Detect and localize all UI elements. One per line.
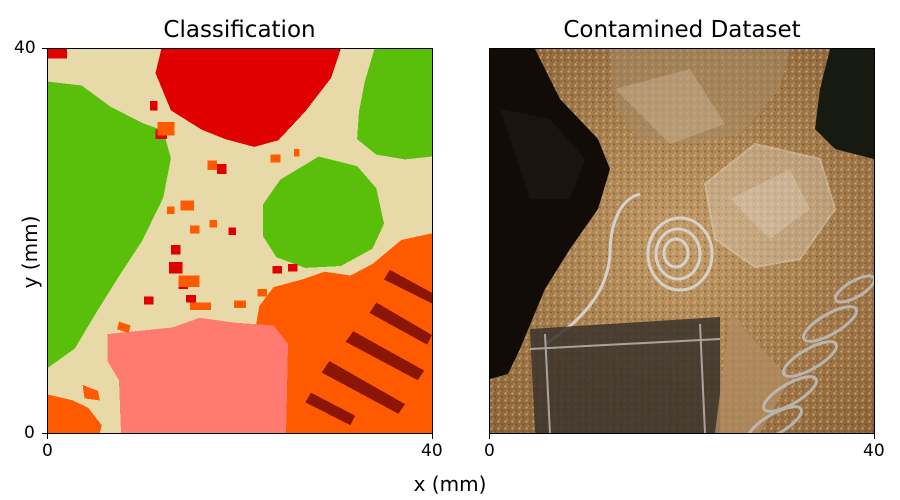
dataset-photo bbox=[490, 49, 874, 433]
class-region-33 bbox=[190, 302, 212, 311]
class-region-24 bbox=[288, 264, 298, 272]
class-region-36 bbox=[167, 206, 175, 215]
class-region-27 bbox=[207, 160, 217, 170]
class-region-5 bbox=[107, 317, 288, 433]
class-region-28 bbox=[270, 154, 281, 163]
class-region-1 bbox=[48, 81, 171, 368]
right-x-tick-label-right: 40 bbox=[863, 441, 885, 461]
metal-spring-coil bbox=[544, 192, 714, 346]
class-region-18 bbox=[170, 244, 181, 255]
y-tick-mark-top bbox=[42, 48, 47, 49]
class-region-14 bbox=[48, 49, 68, 59]
y-axis-label: y (mm) bbox=[18, 215, 42, 289]
right-x-tick-mark-left bbox=[489, 434, 490, 439]
class-region-13 bbox=[117, 321, 131, 334]
class-region-31 bbox=[190, 225, 200, 234]
class-region-32 bbox=[178, 275, 200, 288]
right-x-tick-mark-right bbox=[874, 434, 875, 439]
right-chart-title: Contamined Dataset bbox=[563, 17, 801, 43]
class-region-0 bbox=[155, 49, 341, 147]
x-tick-mark-left bbox=[47, 434, 48, 439]
class-region-25 bbox=[228, 227, 237, 236]
y-tick-label-top: 40 bbox=[14, 38, 36, 58]
glass-shard-center-right bbox=[703, 142, 837, 269]
class-region-9 bbox=[305, 392, 356, 426]
class-region-37 bbox=[209, 219, 217, 228]
left-chart-title: Classification bbox=[163, 17, 316, 43]
class-region-2 bbox=[357, 49, 432, 160]
class-region-35 bbox=[257, 289, 267, 297]
classification-map bbox=[48, 49, 432, 433]
class-region-22 bbox=[144, 296, 154, 305]
class-region-34 bbox=[234, 300, 246, 309]
classification-map-frame bbox=[47, 48, 433, 434]
class-region-7 bbox=[321, 361, 406, 414]
x-tick-label-right: 40 bbox=[421, 441, 443, 461]
x-axis-label: x (mm) bbox=[413, 472, 487, 496]
x-tick-label-left: 0 bbox=[42, 441, 53, 461]
class-region-21 bbox=[186, 294, 196, 303]
right-x-tick-label-left: 0 bbox=[484, 441, 495, 461]
class-region-30 bbox=[180, 200, 194, 211]
class-region-4 bbox=[255, 233, 432, 433]
class-region-10 bbox=[384, 269, 432, 304]
y-tick-label-bottom: 0 bbox=[24, 423, 35, 443]
class-region-23 bbox=[272, 266, 283, 274]
class-region-17 bbox=[217, 164, 227, 174]
dataset-photo-frame bbox=[489, 48, 875, 434]
dark-object-top-right bbox=[815, 49, 874, 159]
class-region-12 bbox=[82, 385, 100, 401]
metal-spring-right bbox=[747, 274, 874, 433]
class-region-29 bbox=[293, 148, 300, 157]
class-region-11 bbox=[48, 394, 102, 433]
class-region-26 bbox=[157, 122, 175, 136]
glass-jar-bottom-left bbox=[530, 317, 720, 433]
class-region-6 bbox=[345, 331, 425, 381]
class-region-16 bbox=[149, 100, 158, 111]
y-tick-mark-bottom bbox=[42, 433, 47, 434]
class-region-19 bbox=[169, 262, 183, 274]
class-region-3 bbox=[263, 156, 384, 268]
class-region-8 bbox=[369, 302, 432, 345]
x-tick-mark-right bbox=[432, 434, 433, 439]
